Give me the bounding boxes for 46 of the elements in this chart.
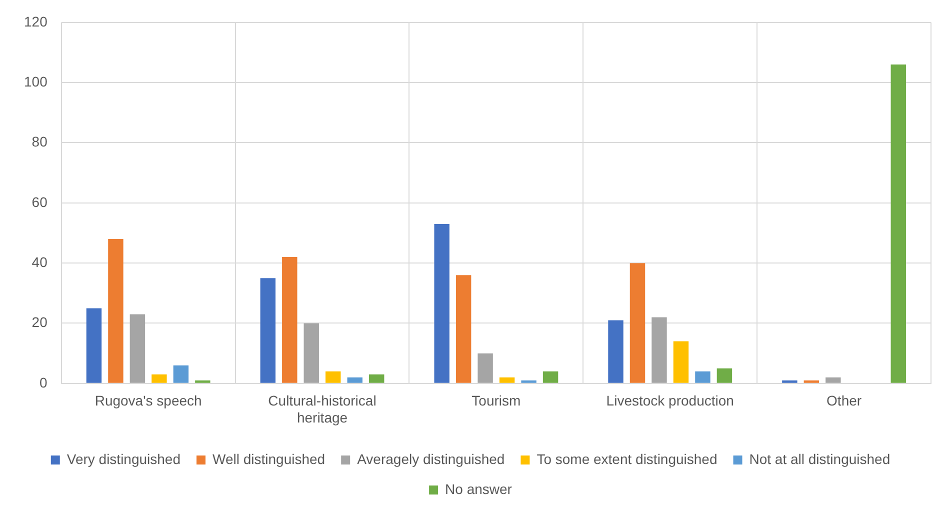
legend-label: Averagely distinguished (357, 450, 505, 467)
bar (368, 374, 384, 383)
bar (673, 341, 689, 383)
bar (260, 278, 276, 383)
x-tick-label: Other (826, 392, 862, 409)
legend-label: No answer (445, 480, 512, 497)
y-tick-label: 100 (24, 73, 48, 90)
x-tick-label: Tourism (472, 392, 521, 409)
bar (630, 263, 646, 383)
bar (652, 317, 667, 383)
bar (195, 380, 210, 383)
bar (173, 365, 189, 383)
bar (86, 308, 102, 383)
y-tick-label: 120 (24, 13, 48, 30)
y-tick-label: 80 (32, 134, 48, 150)
bar (152, 374, 167, 383)
bar (826, 377, 841, 383)
legend-label: Not at all distinguished (749, 450, 890, 467)
bar (282, 257, 298, 383)
bar (456, 275, 472, 383)
bar (716, 368, 732, 383)
bar (890, 64, 906, 383)
x-tick-label: Rugova's speech (94, 392, 202, 409)
bar (542, 371, 558, 383)
bar (804, 380, 820, 383)
x-tick-label: Cultural-historical heritage (268, 392, 376, 426)
legend-label: Very distinguished (66, 450, 181, 467)
y-tick-label: 20 (32, 314, 48, 330)
y-tick-label: 40 (32, 254, 48, 270)
legend-label: To some extent distinguished (536, 450, 718, 467)
bar (130, 314, 146, 383)
bar (608, 320, 624, 383)
bar (304, 323, 319, 383)
bar (782, 380, 798, 383)
bar (108, 239, 124, 383)
legend-label: Well distinguished (212, 450, 326, 467)
bar (478, 353, 493, 383)
y-tick-label: 60 (32, 194, 48, 210)
bar (347, 377, 362, 383)
bar (521, 380, 536, 383)
x-tick-label: Livestock production (606, 392, 734, 409)
bar (434, 224, 450, 383)
bar (326, 371, 341, 383)
bar (499, 377, 515, 383)
bar (695, 371, 710, 383)
y-tick-label: 0 (40, 374, 48, 390)
